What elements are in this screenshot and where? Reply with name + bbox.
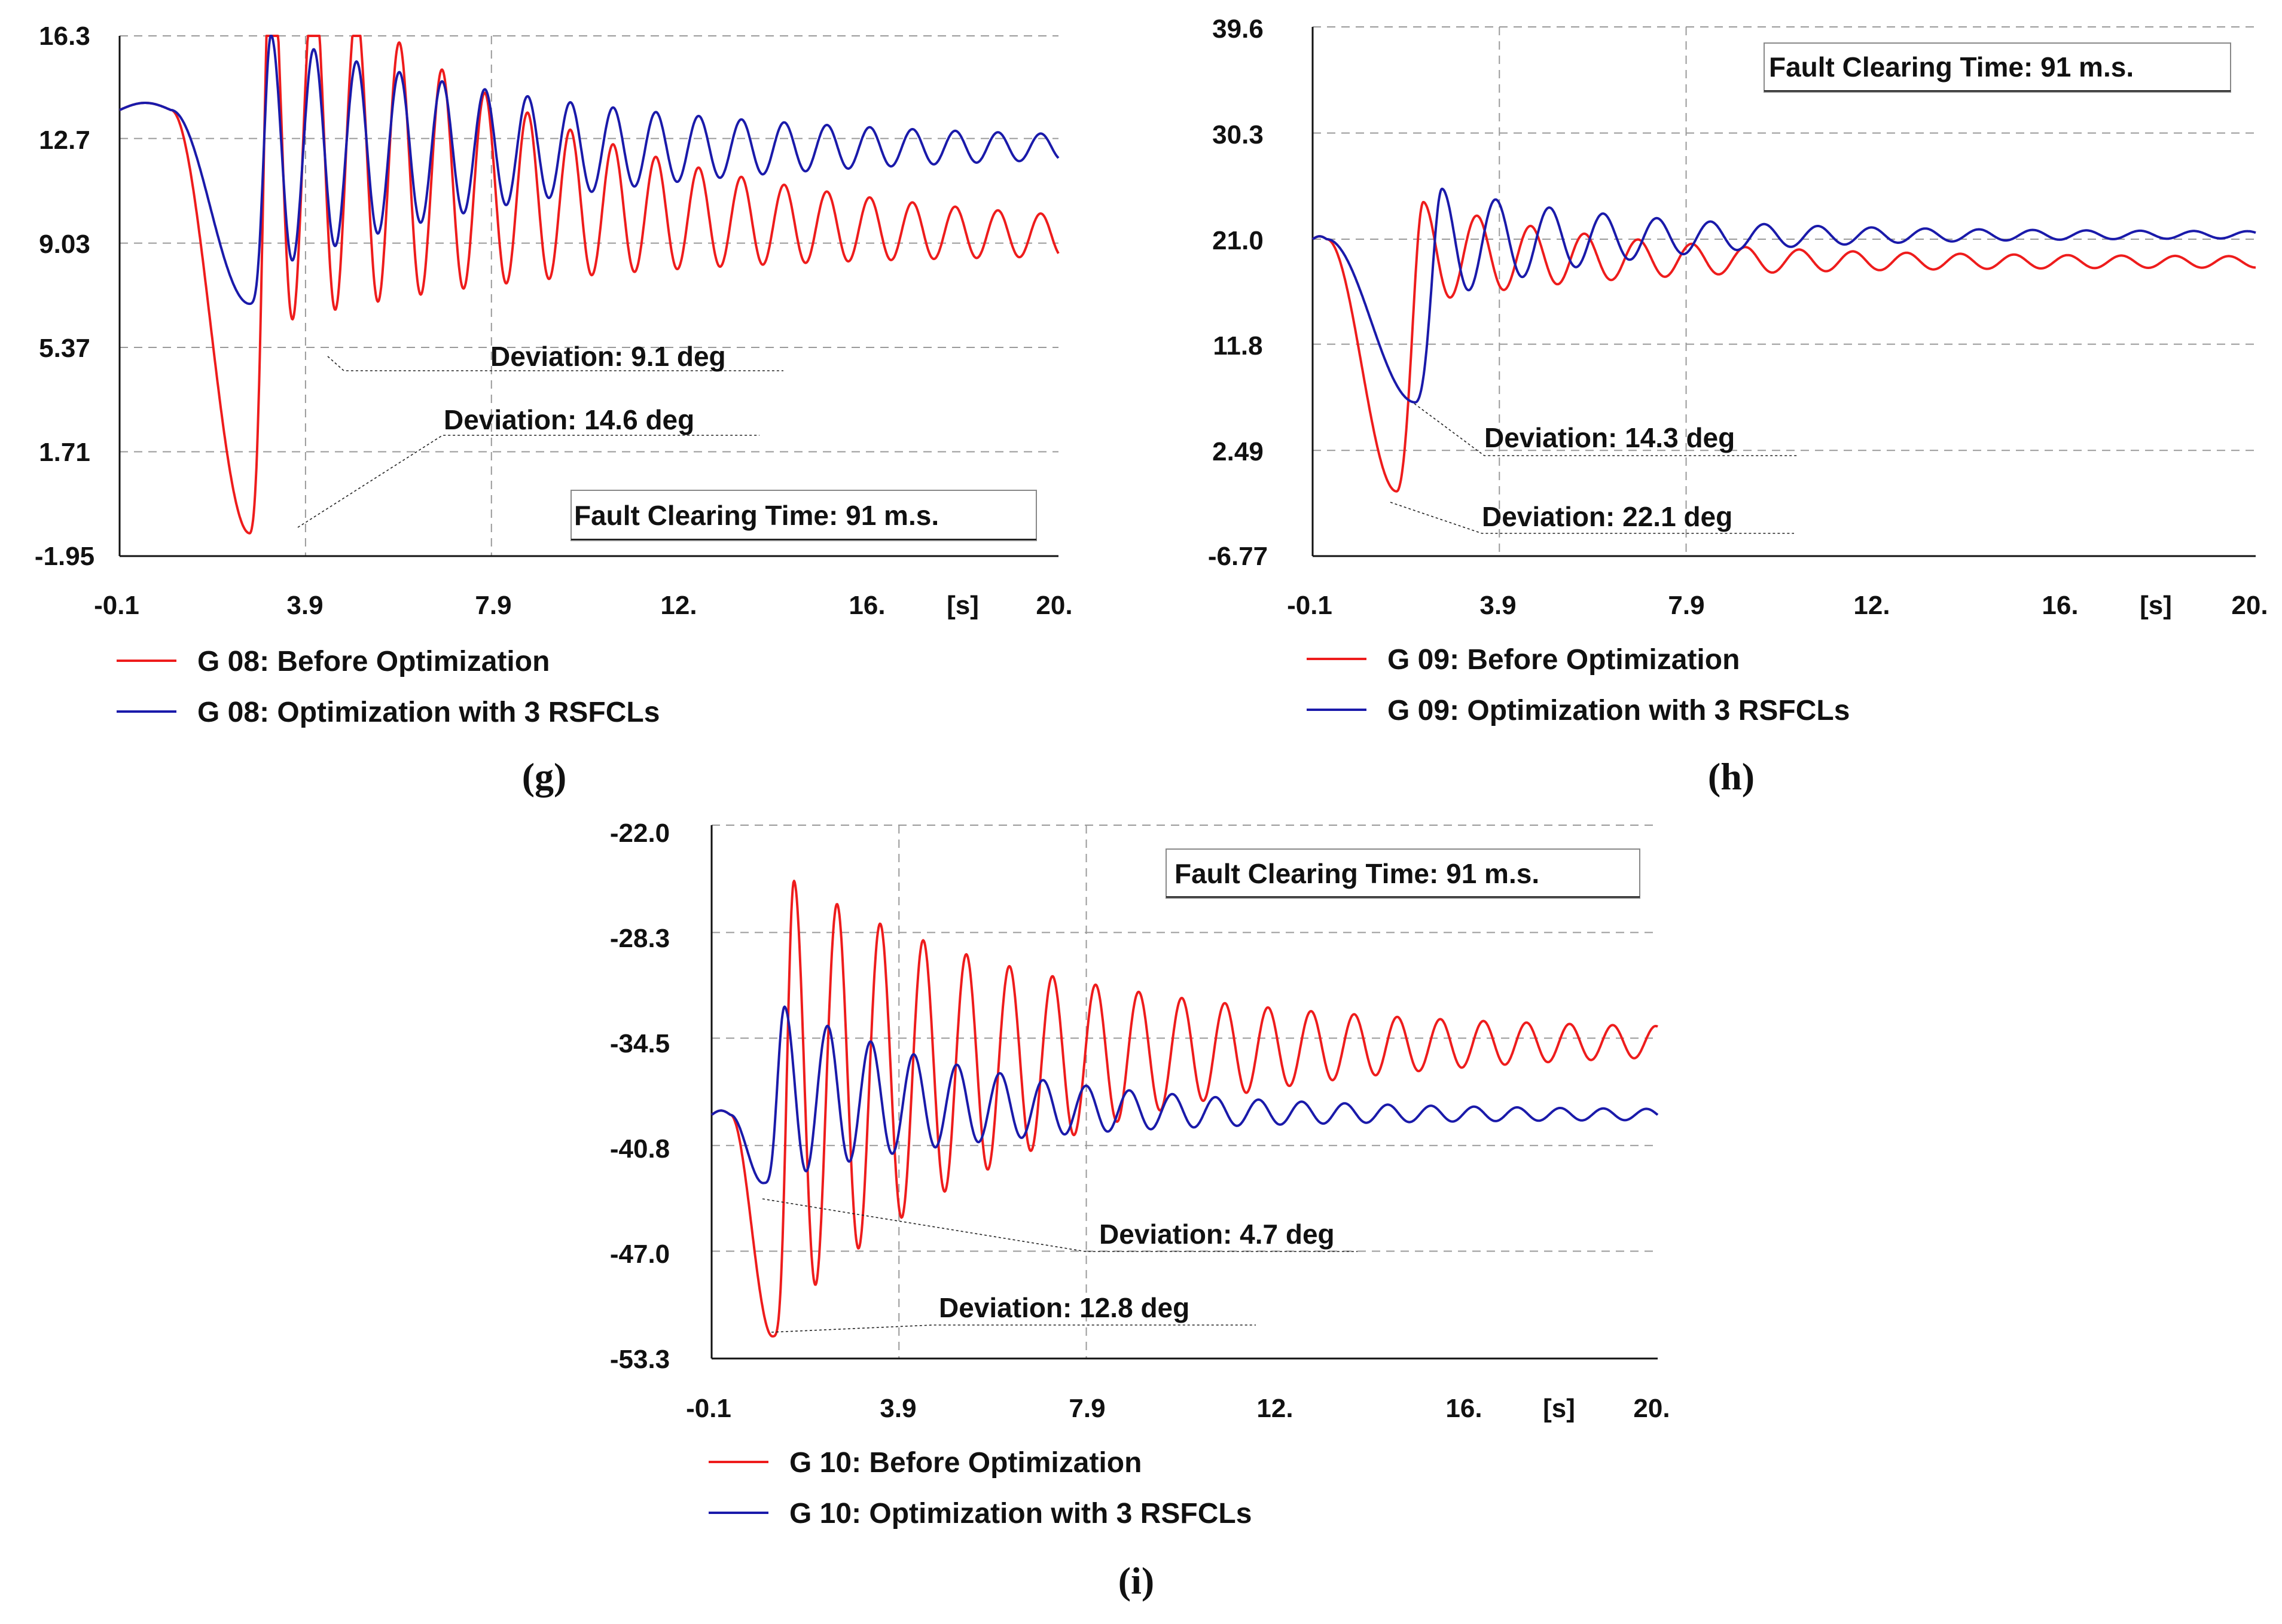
panel-h-x-tick-6: 20.	[2231, 591, 2268, 620]
panel-i-y-tick-1: -28.3	[610, 924, 670, 953]
panel-g-y-tick-0: 16.3	[39, 22, 90, 51]
panel-i-legend-label-0: G 10: Before Optimization	[789, 1447, 1142, 1479]
panel-g-deviation-2-label: Deviation: 14.6 deg	[444, 404, 694, 435]
panel-i-y-tick-5: -53.3	[610, 1345, 670, 1374]
panel-h-x-tick-1: 3.9	[1479, 591, 1516, 620]
panel-i-x-tick-0: -0.1	[686, 1394, 731, 1423]
panel-g-x-tick-0: -0.1	[94, 591, 139, 620]
panel-i-optimization-line	[710, 1005, 1659, 1185]
panel-g-before-optimization-line	[119, 35, 1060, 535]
panel-h-x-tick-3: 12.	[1853, 591, 1890, 620]
panel-h: 39.6 30.3 21.0 11.8 2.49 -6.77 -0.1 3.9 …	[1208, 14, 2268, 798]
panel-i-legend-label-1: G 10: Optimization with 3 RSFCLs	[789, 1498, 1252, 1530]
panel-i-deviation-1-label: Deviation: 4.7 deg	[1099, 1219, 1335, 1250]
panel-i-x-tick-2: 7.9	[1069, 1394, 1105, 1423]
panel-g-legend-label-0: G 08: Before Optimization	[197, 646, 550, 677]
panel-i-x-tick-6: 20.	[1633, 1394, 1670, 1423]
panel-h-legend-label-1: G 09: Optimization with 3 RSFCLs	[1387, 695, 1850, 726]
panel-h-before-optimization-line	[1311, 201, 2256, 493]
panel-g-y-tick-5: -1.95	[35, 542, 94, 571]
panel-h-y-tick-5: -6.77	[1208, 542, 1268, 571]
panel-h-deviation-2-label: Deviation: 22.1 deg	[1482, 501, 1732, 532]
panel-g-x-tick-6: 20.	[1036, 591, 1072, 620]
panel-g-x-tick-4: 16.	[849, 591, 885, 620]
panel-h-x-tick-4: 16.	[2042, 591, 2078, 620]
panel-i-fault-clearing-label: Fault Clearing Time: 91 m.s.	[1174, 858, 1539, 889]
panel-g-x-tick-5: [s]	[947, 591, 979, 620]
panel-h-fault-box	[1764, 42, 2231, 93]
panel-h-deviation-1-leader	[1414, 403, 1797, 456]
panel-g-y-tick-2: 9.03	[39, 230, 90, 259]
panel-i-x-tick-3: 12.	[1256, 1394, 1293, 1423]
panel-g-deviation-1-label: Deviation: 9.1 deg	[490, 341, 726, 372]
panel-h-x-tick-5: [s]	[2140, 591, 2172, 620]
panel-i-x-tick-1: 3.9	[880, 1394, 916, 1423]
panel-h-caption: (h)	[1708, 755, 1755, 798]
panel-i-y-tick-4: -47.0	[610, 1240, 670, 1269]
panel-h-y-tick-2: 21.0	[1212, 226, 1264, 255]
panel-i-gridlines	[712, 825, 1658, 1359]
panel-i-y-tick-2: -34.5	[610, 1029, 670, 1058]
panel-g-fault-clearing-label: Fault Clearing Time: 91 m.s.	[574, 500, 939, 531]
panel-i-fault-box	[1166, 848, 1640, 899]
panel-i-caption: (i)	[1118, 1559, 1154, 1602]
panel-h-y-tick-3: 11.8	[1213, 331, 1262, 361]
panel-i: -22.0 -28.3 -34.5 -40.8 -47.0 -53.3 -0.1…	[610, 819, 1670, 1602]
panel-h-deviation-1-label: Deviation: 14.3 deg	[1484, 422, 1735, 453]
panel-i-x-tick-4: 16.	[1445, 1394, 1482, 1423]
panel-h-y-tick-4: 2.49	[1212, 437, 1264, 466]
panel-i-before-optimization-line	[710, 880, 1658, 1338]
panel-h-x-tick-2: 7.9	[1668, 591, 1704, 620]
panel-g-legend-label-1: G 08: Optimization with 3 RSFCLs	[197, 697, 660, 728]
panel-g-x-tick-3: 12.	[660, 591, 697, 620]
panel-g-x-tick-2: 7.9	[475, 591, 511, 620]
panel-i-y-tick-0: -22.0	[610, 819, 670, 848]
panel-h-x-tick-0: -0.1	[1287, 591, 1332, 620]
panel-h-fault-clearing-label: Fault Clearing Time: 91 m.s.	[1769, 51, 2134, 83]
panel-h-optimization-line	[1311, 187, 2256, 404]
panel-g-y-tick-1: 12.7	[39, 126, 90, 155]
panel-g: 16.3 12.7 9.03 5.37 1.71 -1.95 -0.1 3.9 …	[35, 22, 1073, 798]
panel-h-deviation-2-leader	[1390, 502, 1794, 534]
panel-g-optimization-line	[119, 35, 1060, 306]
panel-g-y-tick-4: 1.71	[39, 438, 90, 467]
panel-g-deviation-2-leader	[297, 435, 759, 528]
panel-h-y-tick-0: 39.6	[1212, 14, 1264, 44]
panel-g-fault-box	[570, 490, 1037, 541]
panel-h-legend-label-0: G 09: Before Optimization	[1387, 644, 1740, 676]
panel-g-x-tick-1: 3.9	[286, 591, 323, 620]
panel-g-y-tick-3: 5.37	[39, 334, 90, 363]
panel-i-deviation-2-label: Deviation: 12.8 deg	[939, 1292, 1189, 1323]
panel-g-caption: (g)	[522, 755, 567, 798]
panel-h-y-tick-1: 30.3	[1212, 120, 1264, 149]
panel-i-deviation-2-leader	[771, 1324, 1256, 1333]
panel-h-gridlines	[1313, 26, 2256, 556]
panel-i-deviation-1-leader	[762, 1198, 1357, 1252]
panel-i-x-tick-5: [s]	[1543, 1394, 1575, 1423]
panel-i-y-tick-3: -40.8	[610, 1134, 670, 1164]
